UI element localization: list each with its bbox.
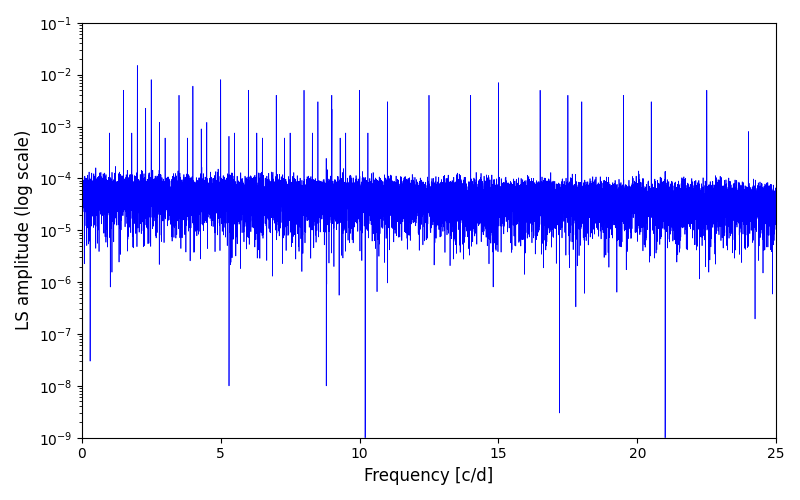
Y-axis label: LS amplitude (log scale): LS amplitude (log scale) — [15, 130, 33, 330]
X-axis label: Frequency [c/d]: Frequency [c/d] — [364, 467, 494, 485]
